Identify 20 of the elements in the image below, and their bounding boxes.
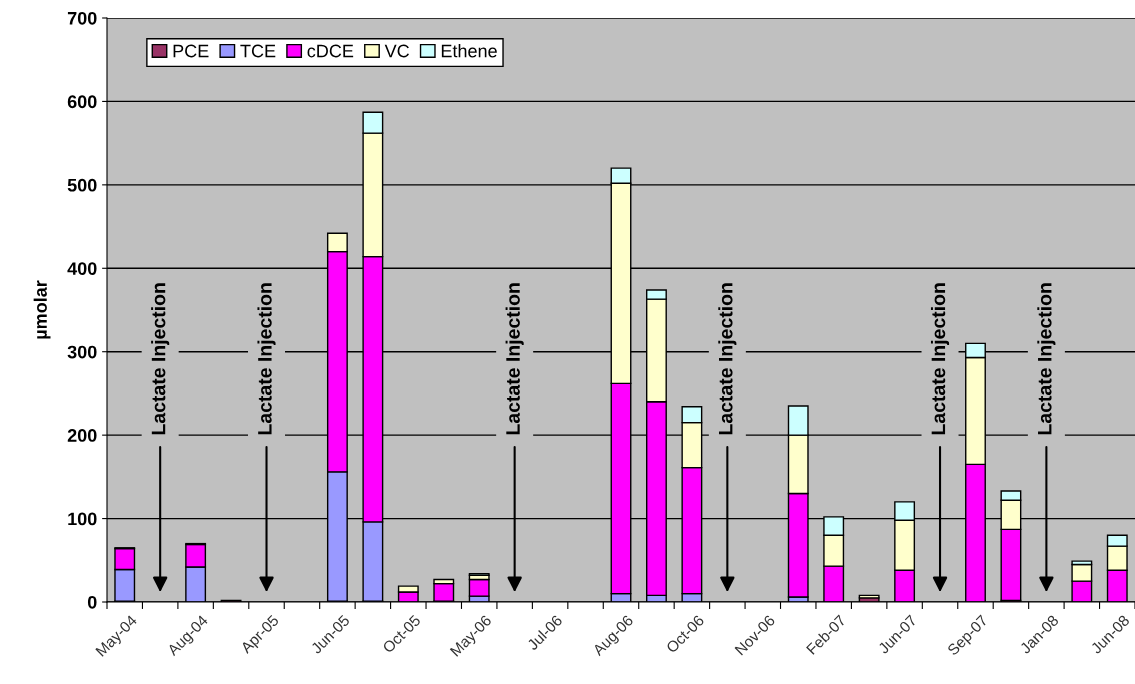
annotation: Lactate Injection bbox=[1037, 283, 1056, 435]
annotation: Lactate Injection bbox=[505, 283, 524, 435]
y-tick-label: 0 bbox=[87, 595, 97, 609]
y-tick-label: 100 bbox=[68, 512, 97, 526]
annotation: Lactate Injection bbox=[930, 283, 950, 435]
y-tick-label: 300 bbox=[67, 345, 97, 359]
y-tick-label: 600 bbox=[67, 95, 97, 109]
y-tick-label: 200 bbox=[67, 429, 97, 442]
annotation: Lactate Injection bbox=[257, 283, 276, 435]
annotation: Lactate Injection bbox=[718, 283, 737, 435]
legend-label: cDCE bbox=[307, 44, 354, 58]
y-tick-label: 500 bbox=[67, 178, 97, 192]
y-tick-label: 700 bbox=[67, 11, 97, 25]
annotation: Lactate Injection bbox=[151, 283, 170, 435]
y-axis-title: µmolar bbox=[33, 280, 51, 339]
legend-label: VC bbox=[384, 44, 410, 58]
y-tick-label: 400 bbox=[67, 262, 97, 276]
legend-label: TCE bbox=[240, 44, 276, 58]
legend-label: PCE bbox=[173, 44, 209, 58]
legend-label: Ethene bbox=[441, 44, 497, 58]
